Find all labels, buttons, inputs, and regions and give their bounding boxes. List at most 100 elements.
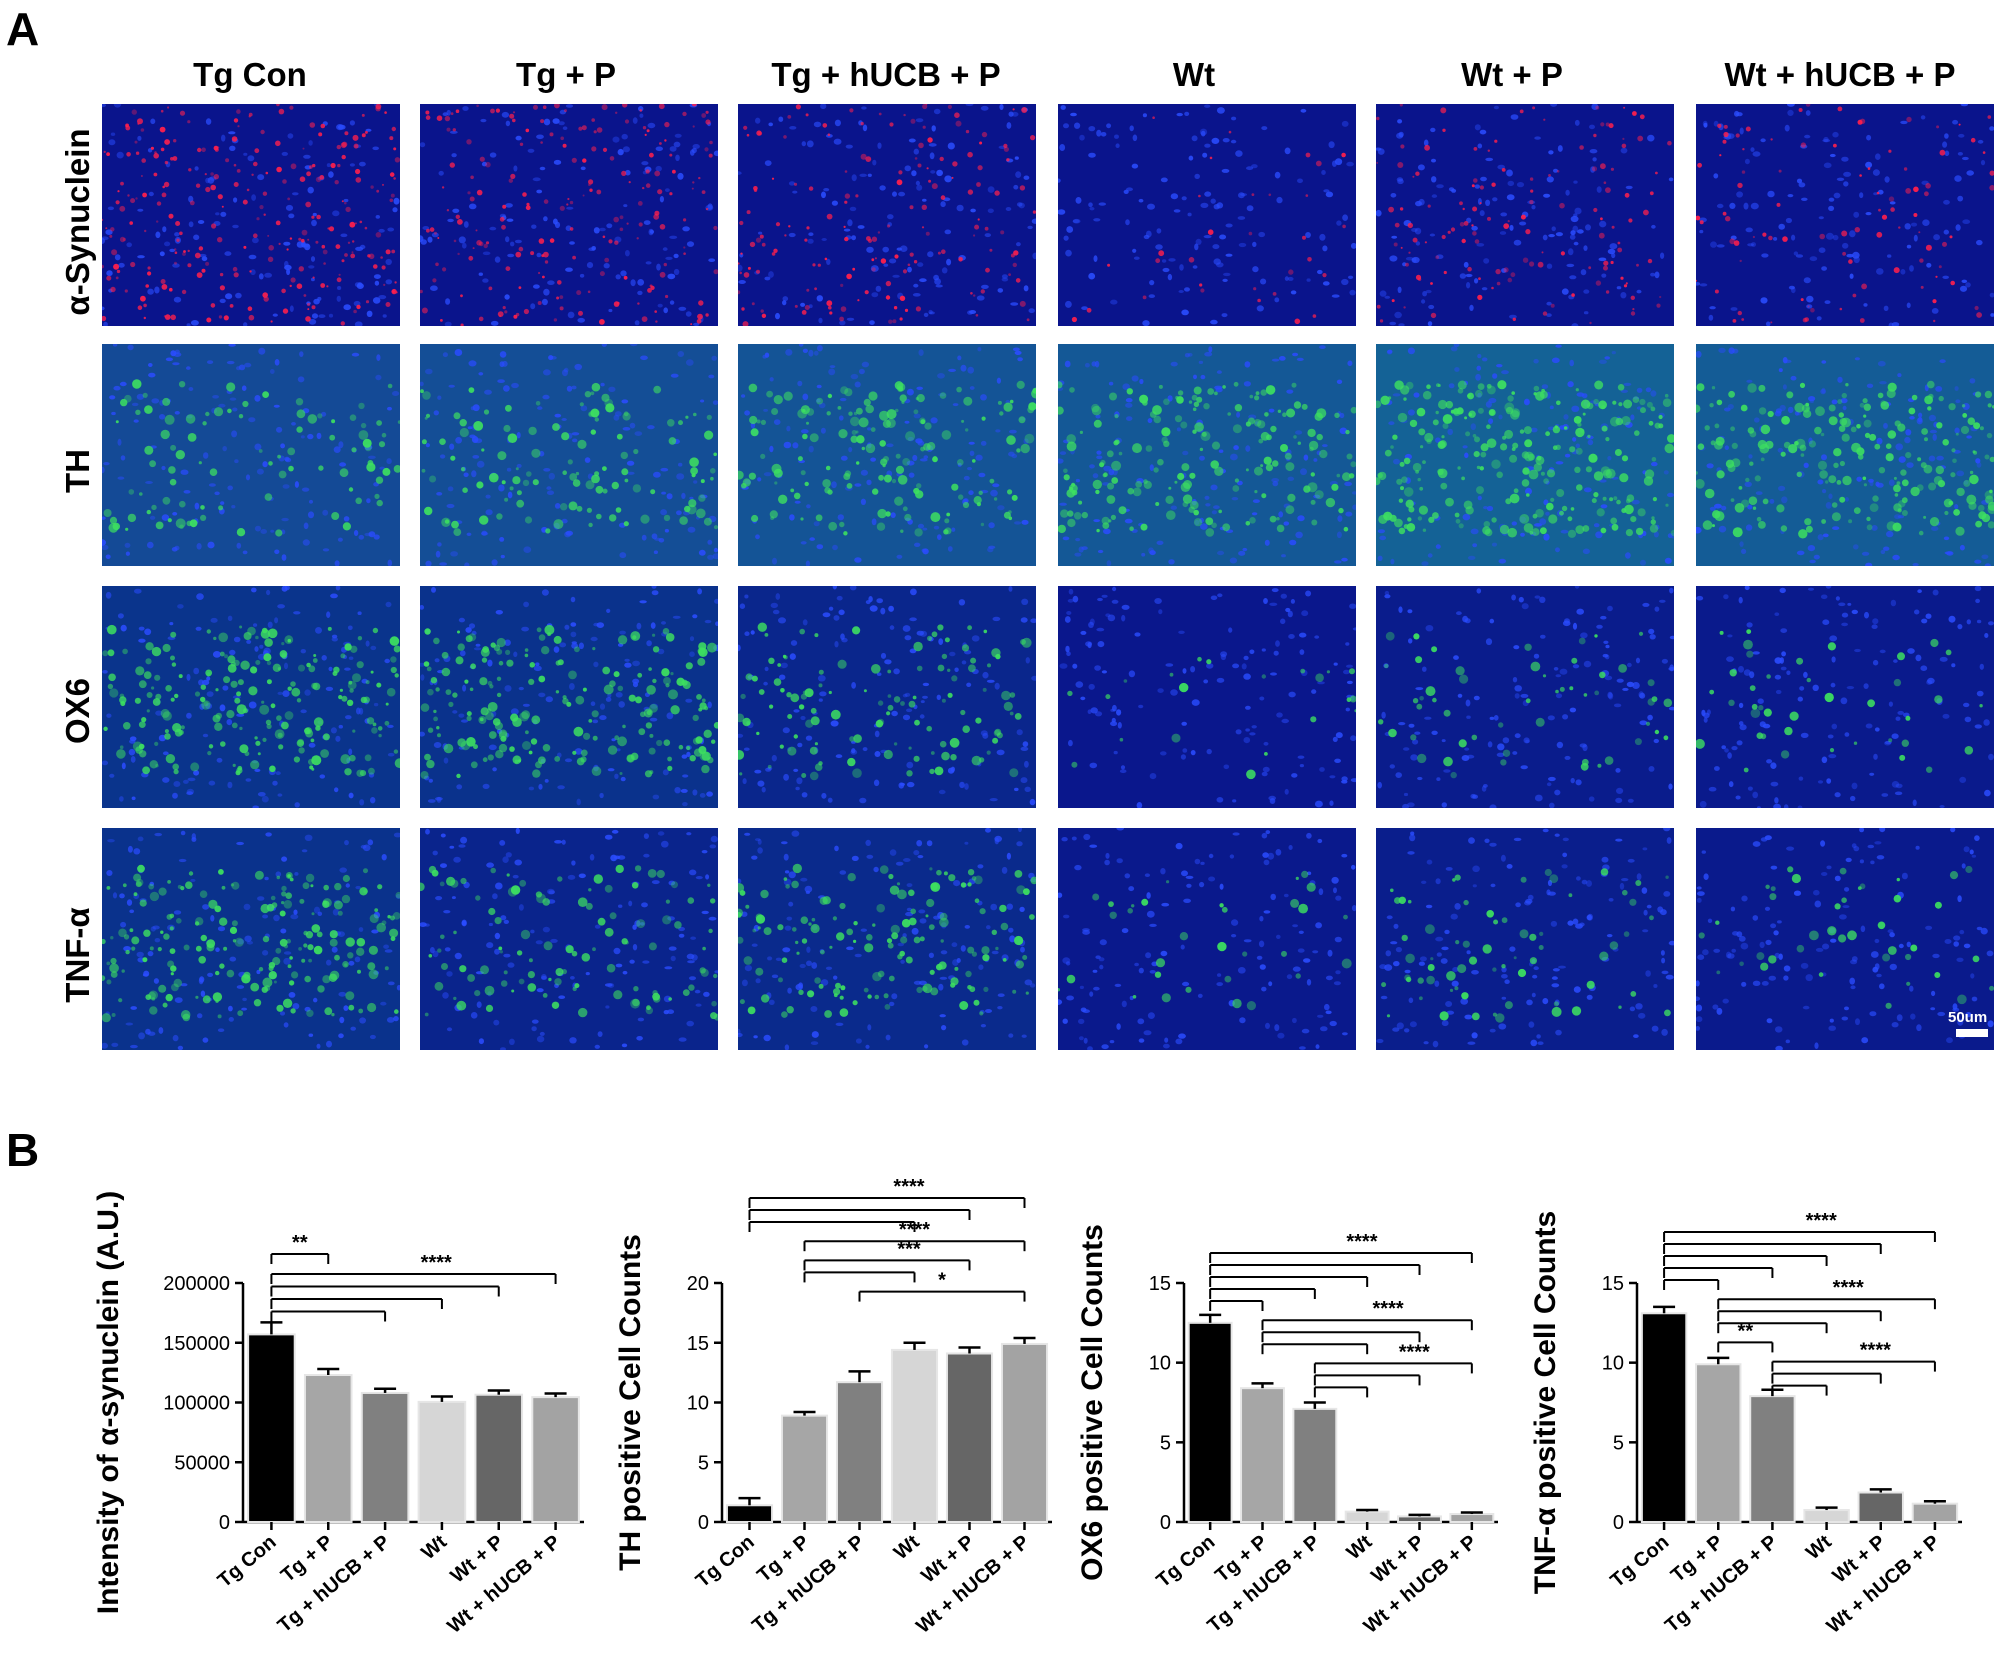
- bar: [303, 1374, 353, 1524]
- y-tick-label: 0: [1613, 1512, 1624, 1534]
- micrograph-tile: [1058, 344, 1356, 566]
- y-axis-label: TNF-α positive Cell Counts: [1529, 1211, 1562, 1594]
- panel-letter-a: A: [6, 3, 40, 55]
- micrograph-tile: [420, 104, 718, 326]
- x-tick-label: Tg Con: [1606, 1531, 1673, 1592]
- bar: [835, 1381, 884, 1524]
- micrograph-tile: [1696, 828, 1994, 1050]
- y-tick-label: 100000: [163, 1393, 230, 1415]
- y-tick-label: 10: [687, 1393, 709, 1415]
- y-tick-label: 15: [1149, 1273, 1171, 1295]
- bar: [360, 1391, 410, 1523]
- significance-label: ****: [421, 1252, 452, 1274]
- bar: [1803, 1509, 1850, 1524]
- bar: [1187, 1321, 1233, 1524]
- y-tick-label: 15: [687, 1333, 709, 1355]
- y-tick-label: 0: [1160, 1512, 1171, 1534]
- significance-label: ****: [1860, 1340, 1891, 1362]
- micrograph-tile: [1696, 104, 1994, 326]
- scale-bar: [1956, 1029, 1988, 1037]
- micrograph-tile: [420, 586, 718, 808]
- y-tick-label: 5: [698, 1452, 709, 1474]
- significance-label: ***: [897, 1238, 921, 1260]
- x-tick-label: Tg Con: [692, 1531, 759, 1592]
- x-tick-label: Wt: [1343, 1531, 1377, 1564]
- micrograph-tile: [1376, 586, 1674, 808]
- column-header: Wt: [1172, 56, 1216, 93]
- bar: [1749, 1395, 1796, 1524]
- micrograph-tile: [1376, 828, 1674, 1050]
- micrograph-tile: [420, 344, 718, 566]
- micrograph-tile: [102, 586, 400, 808]
- bar: [945, 1352, 994, 1523]
- micrograph-tile: [1058, 828, 1356, 1050]
- bar: [780, 1414, 829, 1524]
- column-header: Tg + hUCB + P: [771, 56, 1001, 93]
- micrograph-tile: [1696, 586, 1994, 808]
- x-tick-label: Tg Con: [214, 1531, 281, 1592]
- y-axis-label: TH positive Cell Counts: [614, 1234, 647, 1571]
- bar: [1911, 1502, 1959, 1523]
- significance-label: *: [938, 1270, 946, 1292]
- micrograph-tile: [738, 828, 1036, 1050]
- x-tick-label: Wt: [417, 1531, 451, 1564]
- column-header: Tg Con: [193, 56, 307, 93]
- significance-label: ****: [893, 1176, 924, 1198]
- significance-label: ****: [899, 1219, 930, 1241]
- bar: [1240, 1387, 1285, 1524]
- micrograph-tile: [1058, 586, 1356, 808]
- significance-label: **: [292, 1232, 308, 1254]
- y-tick-label: 150000: [163, 1333, 230, 1355]
- panel-letter-b: B: [6, 1124, 40, 1176]
- micrograph-tile: [1058, 104, 1356, 326]
- bar: [1449, 1513, 1495, 1523]
- x-tick-label: Wt: [890, 1531, 924, 1564]
- significance-label: ****: [1373, 1298, 1404, 1320]
- bar: [1000, 1342, 1049, 1523]
- significance-label: ****: [1833, 1277, 1864, 1299]
- column-header: Wt + hUCB + P: [1724, 56, 1956, 93]
- bar: [1397, 1515, 1442, 1524]
- y-tick-label: 20: [687, 1273, 709, 1295]
- bar: [725, 1504, 774, 1524]
- micrograph-tile: [738, 586, 1036, 808]
- y-axis-label: Intensity of α-synuclein (A.U.): [92, 1191, 125, 1614]
- y-tick-label: 0: [698, 1512, 709, 1534]
- micrograph-tile: [102, 828, 400, 1050]
- micrograph-tile: [738, 104, 1036, 326]
- significance-label: **: [1738, 1320, 1754, 1342]
- x-tick-label: Wt: [1802, 1531, 1836, 1564]
- y-tick-label: 10: [1149, 1353, 1171, 1375]
- micrograph-tile: [102, 344, 400, 566]
- bar: [1857, 1491, 1904, 1523]
- column-header: Tg + P: [516, 56, 616, 93]
- significance-label: ****: [1399, 1341, 1430, 1363]
- scale-bar-label: 50um: [1948, 1009, 1988, 1026]
- bar: [1695, 1363, 1742, 1524]
- significance-label: ****: [1806, 1210, 1837, 1232]
- y-tick-label: 5: [1613, 1432, 1624, 1454]
- x-tick-label: Tg Con: [1152, 1531, 1219, 1592]
- micrograph-tile: [420, 828, 718, 1050]
- bar: [531, 1396, 580, 1524]
- micrograph-tile: [1376, 104, 1674, 326]
- bar: [474, 1393, 524, 1524]
- bar: [1640, 1312, 1688, 1523]
- micrograph-tile: [1696, 344, 1994, 566]
- y-tick-label: 15: [1602, 1273, 1624, 1295]
- micrograph-tile: [1376, 344, 1674, 566]
- bar: [890, 1348, 939, 1524]
- bar: [1292, 1407, 1338, 1523]
- bar: [1344, 1510, 1390, 1523]
- y-tick-label: 10: [1602, 1353, 1624, 1375]
- y-tick-label: 200000: [163, 1273, 230, 1295]
- significance-label: ****: [1346, 1231, 1377, 1253]
- y-tick-label: 50000: [174, 1452, 230, 1474]
- y-tick-label: 5: [1160, 1432, 1171, 1454]
- y-axis-label: OX6 positive Cell Counts: [1076, 1224, 1109, 1581]
- micrograph-tile: [738, 344, 1036, 566]
- bar: [247, 1333, 296, 1524]
- y-tick-label: 0: [219, 1512, 230, 1534]
- bar: [417, 1400, 467, 1523]
